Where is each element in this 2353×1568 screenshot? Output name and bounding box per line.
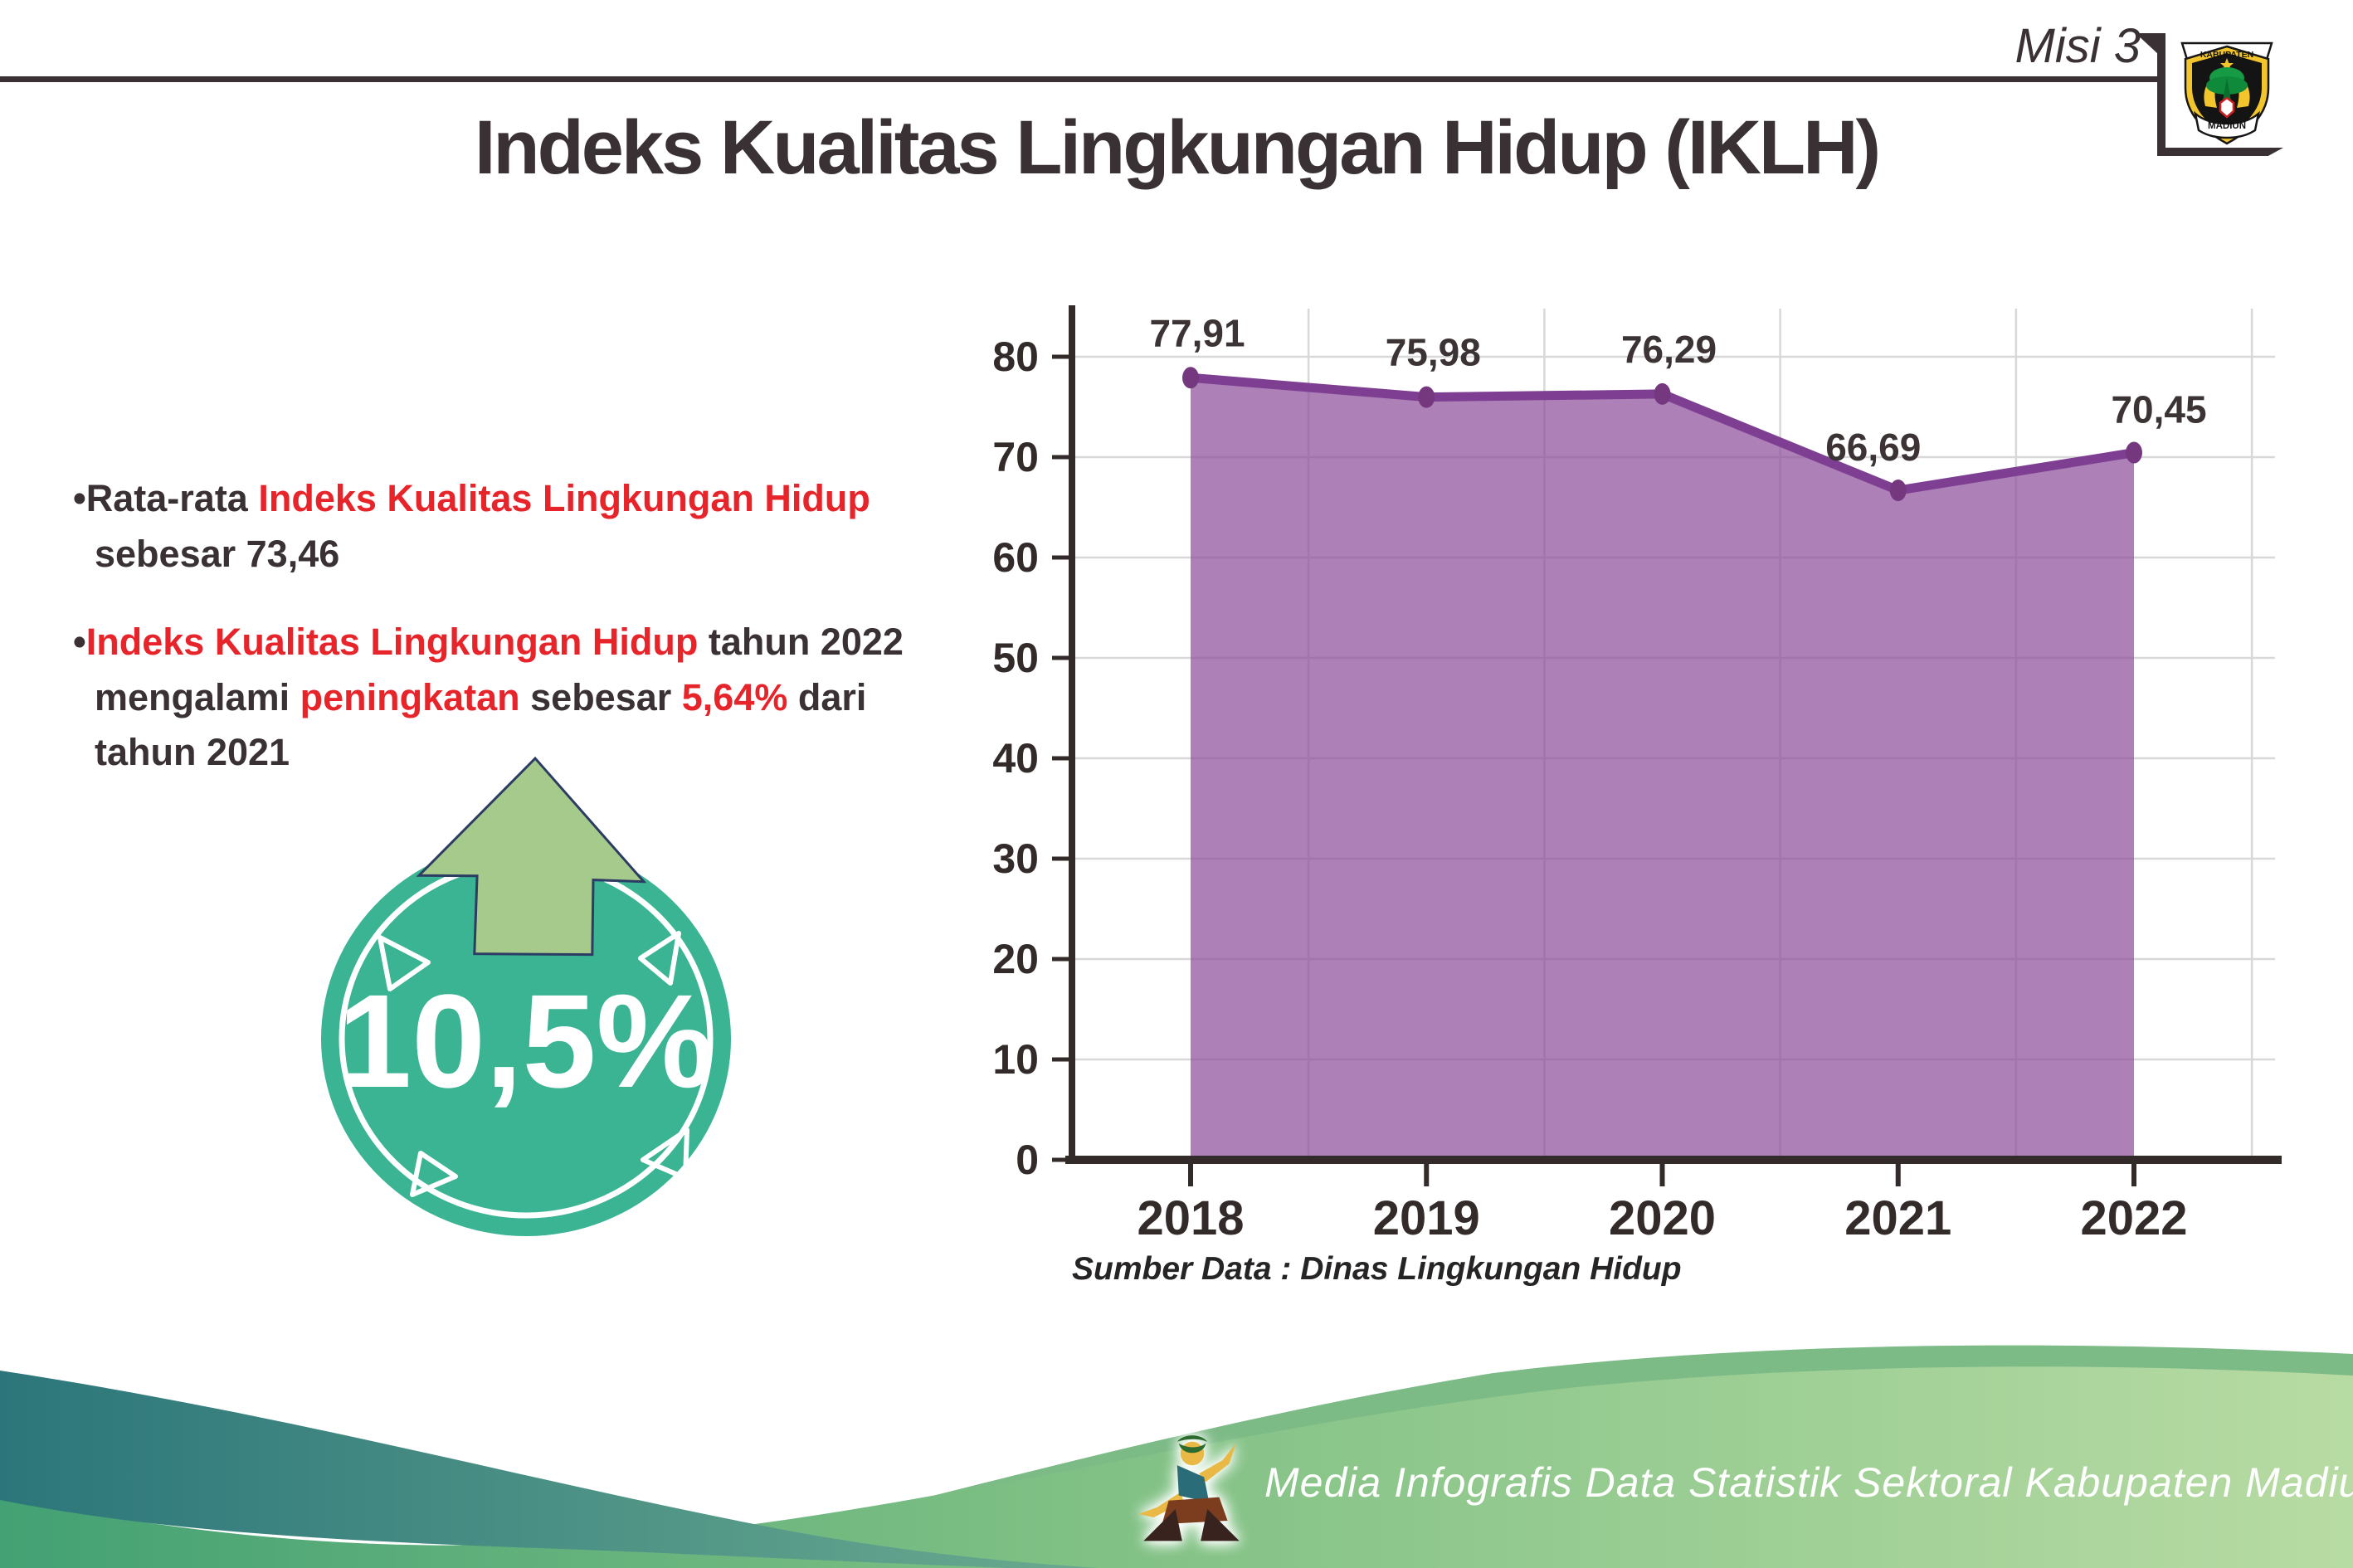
logo-frame-vertical-rule [2157, 33, 2165, 155]
data-label: 76,29 [1621, 328, 1717, 371]
x-axis-tick-label: 2021 [1844, 1191, 1951, 1245]
badge-spark-lower-left [410, 1151, 458, 1197]
x-axis-tick-label: 2022 [2080, 1191, 2187, 1245]
bullet-text-highlight: Indeks Kualitas Lingkungan Hidup [258, 477, 870, 519]
data-source-caption: Sumber Data : Dinas Lingkungan Hidup [1072, 1251, 1682, 1287]
bullet-text: Rata-rata [85, 477, 259, 519]
data-point [1182, 367, 1199, 389]
area-fill [1191, 377, 2134, 1160]
bullet-average-iklh: •Rata-rata Indeks Kualitas Lingkungan Hi… [73, 471, 973, 582]
bullet-text: dari tahun 2021 [95, 675, 867, 774]
mascot-sash [1176, 1465, 1210, 1502]
data-point [1889, 480, 1907, 502]
bullet-text: sebesar [519, 675, 682, 718]
y-axis-tick-label: 80 [992, 334, 1039, 380]
x-axis-tick-label: 2018 [1137, 1191, 1244, 1245]
bullet-marker: • [73, 621, 86, 664]
y-axis-tick-label: 70 [992, 434, 1039, 480]
bullet-text: sebesar 73,46 [95, 532, 340, 575]
data-point [2126, 441, 2142, 464]
header-rule [0, 76, 2157, 82]
y-axis-tick-label: 20 [992, 936, 1039, 982]
mascot-head [1180, 1441, 1205, 1466]
badge-circle [321, 841, 731, 1236]
mascot-cap-brim [1178, 1443, 1206, 1454]
misi-label: Misi 3 [2014, 19, 2141, 73]
data-point [1418, 386, 1435, 408]
kabupaten-madiun-crest: KABUPATEN MADIUN [2180, 41, 2273, 145]
up-arrow-icon [416, 756, 647, 957]
y-axis-tick-label: 40 [992, 735, 1039, 782]
summary-bullets: •Rata-rata Indeks Kualitas Lingkungan Hi… [73, 471, 973, 781]
y-axis-tick-label: 60 [992, 534, 1039, 581]
bullet-marker: • [73, 477, 86, 519]
mascot-leg-left [1143, 1508, 1182, 1541]
footer-wave [0, 1345, 2353, 1568]
crest-inner-shield [2219, 96, 2235, 119]
data-label: 66,69 [1825, 426, 1921, 469]
logo-frame-bottom-rule [2157, 148, 2283, 156]
crest-top-banner-text: KABUPATEN [2200, 50, 2253, 60]
mascot-cap [1176, 1435, 1208, 1442]
page-title: Indeks Kualitas Lingkungan Hidup (IKLH) [474, 105, 1881, 190]
crest-bottom-banner-text: MADIUN [2208, 121, 2246, 131]
mascot-arm-right [1199, 1443, 1236, 1483]
y-axis-tick-label: 30 [992, 835, 1039, 882]
bullet-text: tahun 2022 mengalami [95, 621, 904, 718]
y-axis-tick-label: 0 [1016, 1137, 1039, 1183]
bullet-text-highlight: peningkatan [300, 675, 520, 718]
badge-spark-lower-right [641, 1127, 689, 1181]
bullet-text-highlight: Indeks Kualitas Lingkungan Hidup [85, 621, 699, 664]
iklh-area-chart: 77,91 75,98 76,29 66,69 70,45 0 10 20 30 40 50 60 70… [992, 305, 2282, 1245]
footer-wave-green [0, 1366, 2353, 1568]
footer-wave-teal-band [0, 1371, 1099, 1568]
dancer-mascot-icon [1138, 1435, 1240, 1541]
bullet-text-highlight: 5,64% [681, 675, 788, 718]
badge-spark-upper-right [638, 931, 681, 986]
increase-badge: 10,5% [321, 756, 731, 1236]
y-axis-tick-label: 10 [992, 1036, 1039, 1083]
bullet-increase-iklh: •Indeks Kualitas Lingkungan Hidup tahun … [73, 615, 973, 781]
data-label: 75,98 [1386, 331, 1481, 374]
mascot-arm-left [1138, 1492, 1184, 1517]
data-point [1654, 382, 1671, 405]
data-label: 77,91 [1149, 311, 1245, 354]
crest-bottom-banner [2194, 110, 2260, 139]
x-axis-tick-label: 2020 [1609, 1191, 1716, 1245]
x-axis-tick-label: 2019 [1373, 1191, 1480, 1245]
data-label: 70,45 [2111, 388, 2206, 431]
y-axis-tick-label: 50 [992, 635, 1039, 681]
mascot-leg-right [1201, 1508, 1240, 1541]
badge-value: 10,5% [338, 967, 714, 1115]
footer-caption: Media Infografis Data Statistik Sektoral… [1264, 1459, 2353, 1506]
badge-spark-upper-left [378, 935, 431, 991]
